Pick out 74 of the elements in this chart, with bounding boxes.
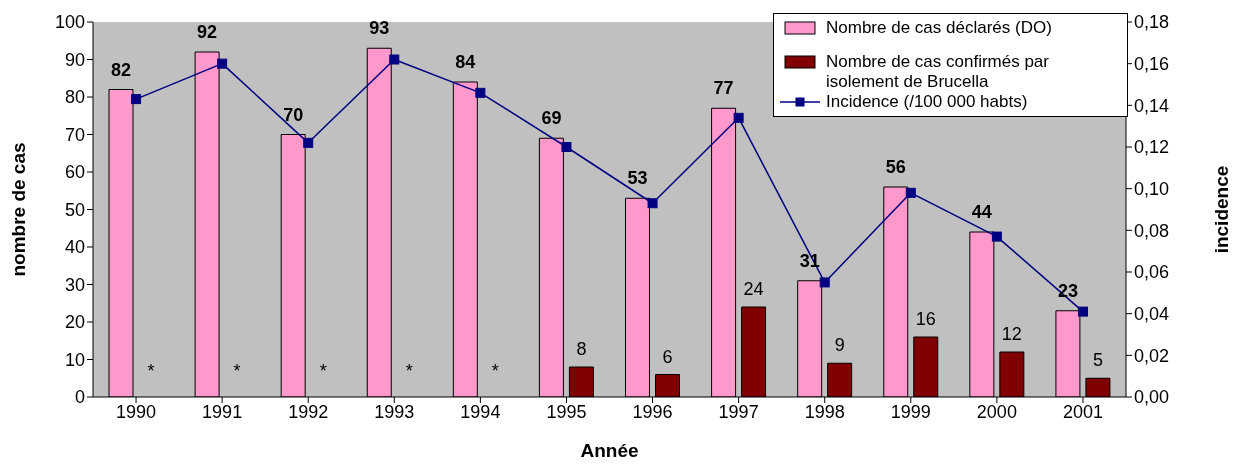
y-tick-label: 0 bbox=[74, 387, 85, 408]
data-label: 44 bbox=[971, 202, 992, 222]
x-tick-label: 1993 bbox=[374, 401, 415, 422]
y-tick-label: 50 bbox=[64, 199, 85, 220]
data-label: 5 bbox=[1092, 350, 1103, 371]
data-label: 53 bbox=[627, 168, 648, 189]
y2-tick-label: 0,16 bbox=[1134, 54, 1170, 75]
y-tick-label: 100 bbox=[54, 12, 85, 33]
data-label: 77 bbox=[713, 78, 734, 99]
x-tick-label: 1994 bbox=[460, 401, 501, 422]
data-label: 84 bbox=[455, 52, 476, 72]
data-label: 24 bbox=[743, 279, 764, 299]
data-label: 56 bbox=[885, 157, 906, 177]
data-label: 92 bbox=[197, 22, 218, 42]
point bbox=[819, 277, 830, 288]
y2-tick-label: 0,10 bbox=[1134, 179, 1170, 200]
data-label: 23 bbox=[1057, 280, 1078, 301]
y-tick-label: 20 bbox=[64, 312, 85, 333]
point bbox=[1077, 306, 1088, 317]
x-tick-label: 1997 bbox=[718, 401, 759, 422]
point bbox=[389, 54, 400, 65]
annotation: * bbox=[147, 360, 155, 381]
data-label: 6 bbox=[662, 346, 673, 367]
point bbox=[561, 142, 572, 152]
x-tick-label: 1999 bbox=[890, 401, 931, 422]
x-axis-title: Année bbox=[580, 440, 639, 461]
y-tick-label: 10 bbox=[64, 349, 85, 370]
y-tick-label: 60 bbox=[64, 162, 85, 183]
annotation: * bbox=[491, 360, 499, 381]
point bbox=[303, 137, 314, 148]
y2-tick-label: 0,02 bbox=[1134, 345, 1170, 366]
point bbox=[733, 112, 744, 123]
point bbox=[991, 231, 1002, 242]
x-tick-label: 1990 bbox=[116, 401, 157, 422]
y-tick-label: 30 bbox=[64, 274, 85, 295]
y2-axis-title: incidence bbox=[1210, 165, 1232, 254]
x-tick-label: 1996 bbox=[632, 401, 673, 422]
x-tick-label: 2001 bbox=[1062, 401, 1103, 422]
x-tick-label: 1995 bbox=[546, 401, 587, 422]
y-axis-title: nombre de cas bbox=[7, 142, 29, 277]
annotation: * bbox=[405, 360, 413, 381]
data-label: 12 bbox=[1001, 324, 1022, 344]
data-label: 16 bbox=[915, 309, 936, 329]
y-tick-label: 90 bbox=[64, 49, 85, 70]
data-label: 9 bbox=[834, 335, 845, 356]
data-label: 93 bbox=[369, 18, 390, 39]
x-tick-label: 1998 bbox=[804, 401, 845, 422]
x-tick-label: 1992 bbox=[288, 401, 329, 422]
y-tick-label: 40 bbox=[64, 237, 85, 258]
point bbox=[131, 94, 142, 105]
point bbox=[647, 198, 658, 209]
point bbox=[905, 187, 916, 198]
y2-tick-label: 0,18 bbox=[1134, 12, 1170, 33]
legend-label: Nombre de cas déclarés (DO) bbox=[826, 18, 1052, 38]
y2-tick-label: 0,12 bbox=[1134, 137, 1170, 158]
y2-tick-label: 0,00 bbox=[1134, 387, 1170, 408]
y-tick-label: 70 bbox=[64, 124, 85, 145]
point bbox=[475, 87, 486, 98]
y-tick-label: 80 bbox=[64, 87, 85, 108]
data-label: 82 bbox=[111, 59, 132, 80]
annotation: * bbox=[233, 360, 241, 381]
x-tick-label: 1991 bbox=[202, 401, 243, 422]
annotation: * bbox=[319, 360, 327, 381]
y2-tick-label: 0,04 bbox=[1134, 304, 1170, 325]
y2-tick-label: 0,14 bbox=[1134, 95, 1170, 116]
legend-label: Incidence (/100 000 habts) bbox=[826, 92, 1028, 112]
x-tick-label: 2000 bbox=[976, 401, 1017, 422]
y2-tick-label: 0,08 bbox=[1134, 220, 1170, 241]
data-label: 8 bbox=[576, 339, 587, 359]
point bbox=[217, 58, 228, 69]
y2-tick-label: 0,06 bbox=[1134, 262, 1170, 283]
data-label: 69 bbox=[541, 108, 562, 129]
legend-label: Nombre de cas confirmés par isolement de Brucella bbox=[826, 52, 1050, 92]
data-label: 70 bbox=[283, 104, 304, 125]
